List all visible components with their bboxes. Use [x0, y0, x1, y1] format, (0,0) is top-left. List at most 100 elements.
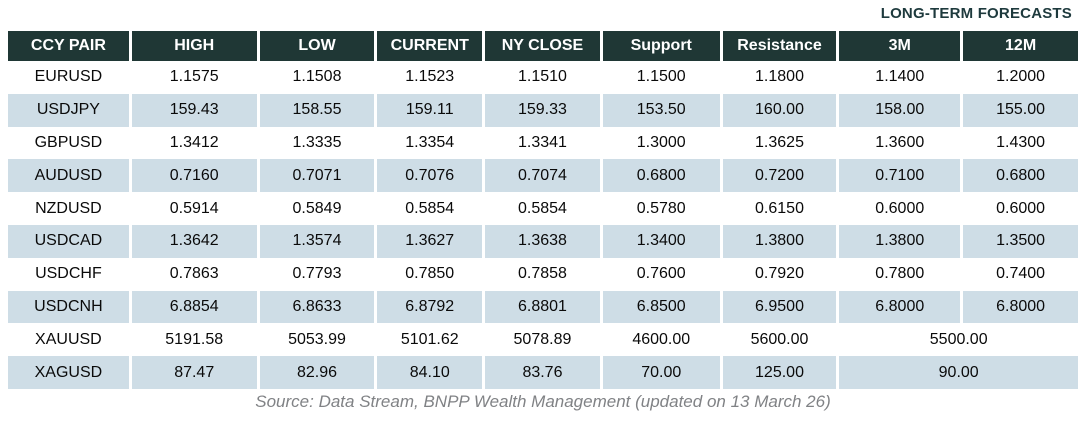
value-cell: 1.3625: [722, 126, 837, 160]
value-cell: 1.3642: [131, 224, 257, 258]
value-cell: 1.3412: [131, 126, 257, 160]
value-cell: 158.00: [839, 93, 961, 127]
table-row: EURUSD 1.1575 1.1508 1.1523 1.1510 1.1500 1.18…: [8, 61, 1078, 94]
pair-cell: AUDUSD: [8, 159, 129, 193]
table-row: AUDUSD 0.7160 0.7071 0.7076 0.7074 0.6800 0.72…: [8, 159, 1078, 193]
pair-cell: USDCAD: [8, 224, 129, 258]
value-cell: 6.8000: [839, 290, 961, 324]
value-cell: 0.7200: [722, 159, 837, 193]
value-cell: 159.33: [485, 93, 600, 127]
value-cell: 0.7800: [839, 257, 961, 291]
value-cell: 159.43: [131, 93, 257, 127]
value-cell: 1.1508: [259, 61, 375, 94]
value-cell: 0.5854: [377, 192, 483, 225]
value-cell: 1.3000: [602, 126, 720, 160]
value-cell: 82.96: [259, 356, 375, 389]
value-cell: 1.1510: [485, 61, 600, 94]
value-cell: 1.4300: [963, 126, 1078, 160]
value-cell: 6.8792: [377, 290, 483, 324]
value-cell: 160.00: [722, 93, 837, 127]
value-cell: 0.7400: [963, 257, 1078, 291]
value-cell: 0.7100: [839, 159, 961, 193]
column-header-resistance: Resistance: [722, 31, 837, 61]
source-caption: Source: Data Stream, BNPP Wealth Managem…: [255, 392, 831, 411]
value-cell: 0.7920: [722, 257, 837, 291]
value-cell: 5101.62: [377, 323, 483, 357]
value-cell: 1.3800: [839, 224, 961, 258]
value-cell: 1.1800: [722, 61, 837, 94]
value-cell: 1.3627: [377, 224, 483, 258]
column-header-current: CURRENT: [377, 31, 483, 61]
value-cell: 1.2000: [963, 61, 1078, 94]
pair-cell: NZDUSD: [8, 192, 129, 225]
table-body: EURUSD 1.1575 1.1508 1.1523 1.1510 1.1500 1.18…: [8, 61, 1078, 389]
table-row: XAUUSD 5191.58 5053.99 5101.62 5078.89 4600.0…: [8, 323, 1078, 357]
value-cell: 1.1400: [839, 61, 961, 94]
value-cell: 1.3500: [963, 224, 1078, 258]
value-cell: 5078.89: [485, 323, 600, 357]
value-cell: 1.3335: [259, 126, 375, 160]
value-cell: 6.8500: [602, 290, 720, 324]
value-cell: 0.7074: [485, 159, 600, 193]
value-cell: 0.5914: [131, 192, 257, 225]
value-cell: 1.3600: [839, 126, 961, 160]
value-cell: 6.8633: [259, 290, 375, 324]
value-cell: 6.8801: [485, 290, 600, 324]
pair-cell: USDCHF: [8, 257, 129, 291]
value-cell: 83.76: [485, 356, 600, 389]
value-cell: 1.3400: [602, 224, 720, 258]
value-cell: 5600.00: [722, 323, 837, 357]
value-cell: 0.6000: [839, 192, 961, 225]
value-cell: 0.6800: [963, 159, 1078, 193]
value-cell: 0.6000: [963, 192, 1078, 225]
value-cell: 153.50: [602, 93, 720, 127]
value-cell: 5053.99: [259, 323, 375, 357]
value-cell: 87.47: [131, 356, 257, 389]
value-cell: 0.5854: [485, 192, 600, 225]
pair-cell: USDJPY: [8, 93, 129, 127]
table-row: XAGUSD 87.47 82.96 84.10 83.76 70.00 125.00 90.…: [8, 356, 1078, 389]
pair-cell: XAUUSD: [8, 323, 129, 357]
value-cell: 1.1500: [602, 61, 720, 94]
table-row: GBPUSD 1.3412 1.3335 1.3354 1.3341 1.3000 1.36…: [8, 126, 1078, 160]
value-cell: 0.5849: [259, 192, 375, 225]
value-cell: 0.7793: [259, 257, 375, 291]
pair-cell: USDCNH: [8, 290, 129, 324]
table-row: USDCNH 6.8854 6.8633 6.8792 6.8801 6.8500 6.95…: [8, 290, 1078, 324]
value-cell: 1.1523: [377, 61, 483, 94]
column-header-ny-close: NY CLOSE: [485, 31, 600, 61]
value-cell: 155.00: [963, 93, 1078, 127]
value-cell: 0.7863: [131, 257, 257, 291]
value-cell: 0.7600: [602, 257, 720, 291]
column-header-12m: 12M: [963, 31, 1078, 61]
value-cell: 1.3800: [722, 224, 837, 258]
value-cell: 158.55: [259, 93, 375, 127]
value-cell: 0.5780: [602, 192, 720, 225]
value-cell: 0.7076: [377, 159, 483, 193]
table-row: NZDUSD 0.5914 0.5849 0.5854 0.5854 0.5780 0.61…: [8, 192, 1078, 225]
column-header-ccy-pair: CCY PAIR: [8, 31, 129, 61]
value-cell: 0.6800: [602, 159, 720, 193]
table-header-row: CCY PAIR HIGH LOW CURRENT NY CLOSE Support Res…: [8, 31, 1078, 61]
merged-forecast-cell: 5500.00: [839, 323, 1078, 357]
value-cell: 5191.58: [131, 323, 257, 357]
value-cell: 84.10: [377, 356, 483, 389]
page-title: LONG-TERM FORECASTS: [880, 5, 1072, 22]
column-header-support: Support: [602, 31, 720, 61]
table-row: USDCHF 0.7863 0.7793 0.7850 0.7858 0.7600 0.79…: [8, 257, 1078, 291]
pair-cell: XAGUSD: [8, 356, 129, 389]
value-cell: 70.00: [602, 356, 720, 389]
value-cell: 1.3638: [485, 224, 600, 258]
table-row: USDJPY 159.43 158.55 159.11 159.33 153.50 160.…: [8, 93, 1078, 127]
column-header-low: LOW: [259, 31, 375, 61]
value-cell: 159.11: [377, 93, 483, 127]
value-cell: 0.7160: [131, 159, 257, 193]
value-cell: 0.7071: [259, 159, 375, 193]
value-cell: 0.6150: [722, 192, 837, 225]
value-cell: 0.7858: [485, 257, 600, 291]
column-header-high: HIGH: [131, 31, 257, 61]
value-cell: 1.3341: [485, 126, 600, 160]
value-cell: 4600.00: [602, 323, 720, 357]
value-cell: 1.1575: [131, 61, 257, 94]
forecast-table: CCY PAIR HIGH LOW CURRENT NY CLOSE Support Res…: [5, 31, 1081, 389]
